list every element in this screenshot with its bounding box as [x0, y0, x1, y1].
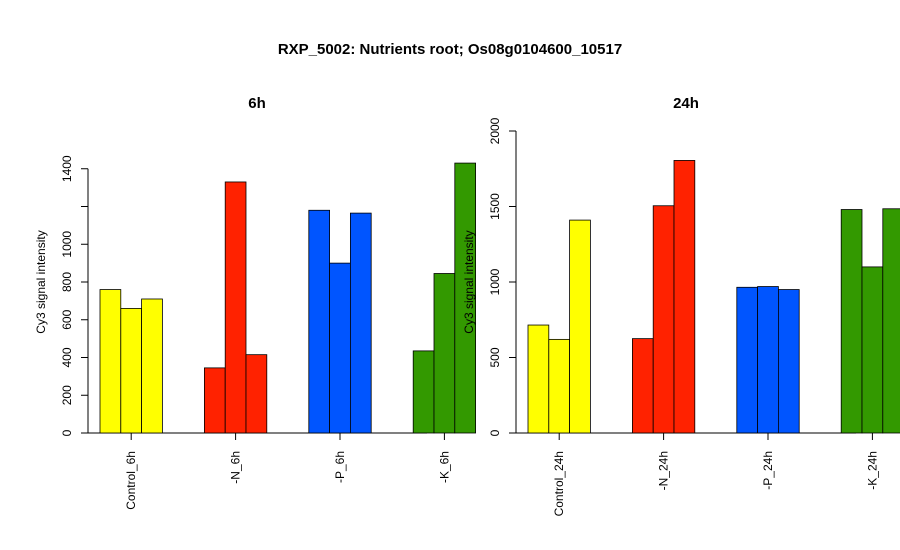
x-tick-label: -K_6h: [437, 451, 451, 483]
chart-panel-6h: 6h 0 200 400 600 800 1000 1400 Cy3 signal intens…: [34, 95, 476, 510]
y-tick-label: 2000: [488, 117, 502, 144]
bar: [203, 367, 226, 434]
y-tick-label: 1000: [60, 231, 74, 258]
x-tick-label: -N_6h: [229, 451, 243, 484]
bar: [736, 286, 758, 434]
bar: [527, 324, 550, 434]
bar: [224, 181, 247, 434]
bar: [99, 289, 122, 434]
y-tick-label: 1400: [60, 155, 74, 182]
y-tick-label: 600: [60, 309, 74, 329]
y-tick-label: 0: [488, 429, 502, 436]
y-tick-label: 800: [60, 272, 74, 292]
bar: [673, 160, 696, 434]
x-tick-label: Control_6h: [124, 451, 138, 510]
bar: [433, 273, 456, 434]
x-tick-label: -N_24h: [657, 451, 671, 490]
x-tick-label: -K_24h: [865, 451, 879, 490]
y-axis-label: Cy3 signal intensity: [462, 230, 476, 333]
y-tick-label: 200: [60, 385, 74, 405]
bar: [652, 205, 675, 434]
bar: [349, 212, 372, 434]
bar: [778, 289, 800, 434]
y-tick-label: 1500: [488, 193, 502, 220]
panel-title: 24h: [673, 95, 699, 112]
bar: [548, 338, 570, 434]
bar: [632, 338, 654, 434]
x-tick-label: -P_6h: [333, 451, 347, 483]
panel-title: 6h: [248, 95, 266, 112]
bar: [569, 219, 591, 434]
bar: [141, 298, 163, 434]
bar: [412, 350, 435, 434]
bar: [308, 209, 330, 434]
x-tick-label: -P_24h: [761, 451, 775, 490]
y-tick-label: 500: [488, 347, 502, 367]
figure-title: RXP_5002: Nutrients root; Os08g0104600_1…: [278, 41, 622, 58]
bar: [120, 308, 143, 434]
y-tick-label: 1000: [488, 268, 502, 295]
x-tick-label: Control_24h: [552, 451, 566, 516]
bar: [757, 286, 779, 434]
bar: [329, 262, 351, 434]
bar: [454, 162, 476, 434]
y-tick-label: 0: [60, 429, 74, 436]
bar: [861, 266, 884, 434]
bar: [245, 354, 268, 434]
bar: [840, 209, 863, 434]
bar: [882, 208, 900, 434]
y-axis-label: Cy3 signal intensity: [34, 230, 48, 333]
y-tick-label: 400: [60, 347, 74, 367]
chart-panel-24h: 24h 0 500 1000 1500 2000 Cy3 signal intensity C…: [462, 95, 900, 516]
